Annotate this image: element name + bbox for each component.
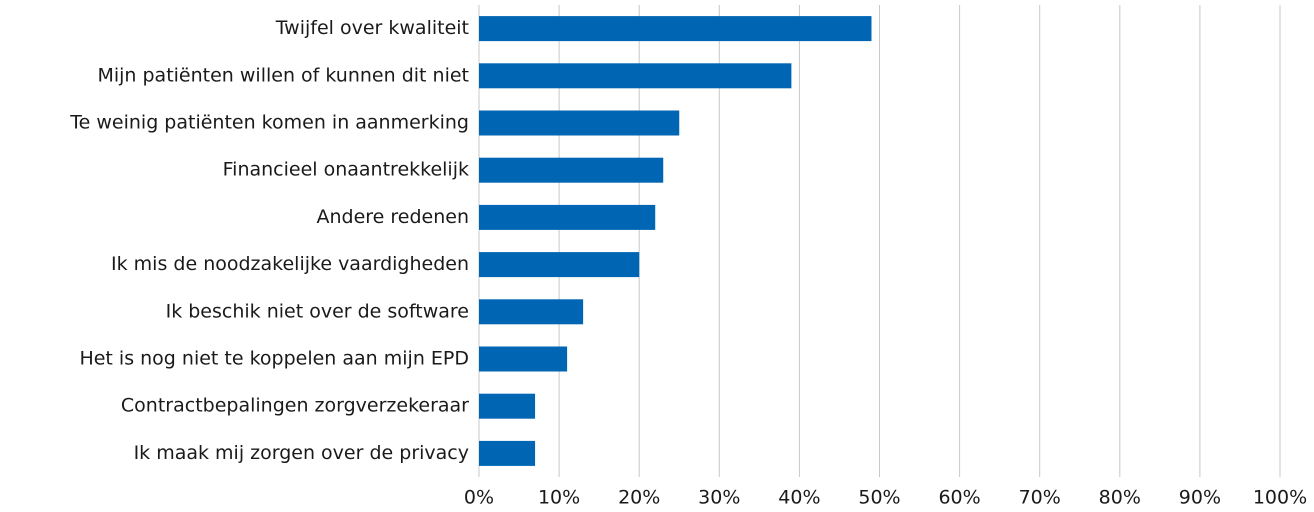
- x-tick-label: 70%: [1019, 487, 1061, 509]
- x-tick-label: 60%: [938, 487, 980, 509]
- bar: [479, 299, 584, 325]
- bar: [479, 110, 680, 136]
- y-tick-label: Andere redenen: [316, 206, 469, 228]
- bar: [479, 16, 872, 42]
- y-tick-label: Twijfel over kwaliteit: [275, 17, 469, 39]
- x-tick-label: 40%: [778, 487, 820, 509]
- y-tick-label: Ik mis de noodzakelijke vaardigheden: [111, 253, 469, 275]
- y-tick-label: Ik maak mij zorgen over de privacy: [134, 442, 469, 464]
- y-tick-label: Mijn patiënten willen of kunnen dit niet: [97, 64, 469, 86]
- x-tick-label: 20%: [618, 487, 660, 509]
- y-tick-label: Financieel onaantrekkelijk: [223, 159, 469, 181]
- y-tick-label: Contractbepalingen zorgverzekeraar: [121, 395, 469, 417]
- x-tick-label: 100%: [1253, 487, 1307, 509]
- x-tick-label: 80%: [1099, 487, 1141, 509]
- bar: [479, 346, 568, 372]
- x-tick-label: 90%: [1179, 487, 1221, 509]
- x-tick-label: 50%: [858, 487, 900, 509]
- y-tick-label: Het is nog niet te koppelen aan mijn EPD: [79, 348, 469, 370]
- x-tick-label: 10%: [538, 487, 580, 509]
- x-tick-label: 0%: [464, 487, 494, 509]
- y-tick-label: Te weinig patiënten komen in aanmerking: [69, 112, 469, 134]
- bar: [479, 440, 536, 466]
- y-tick-label: Ik beschik niet over de software: [166, 300, 469, 322]
- bar: [479, 252, 640, 278]
- bar: [479, 157, 664, 183]
- bar: [479, 204, 656, 230]
- x-tick-label: 30%: [698, 487, 740, 509]
- bar: [479, 63, 792, 89]
- bar: [479, 393, 536, 419]
